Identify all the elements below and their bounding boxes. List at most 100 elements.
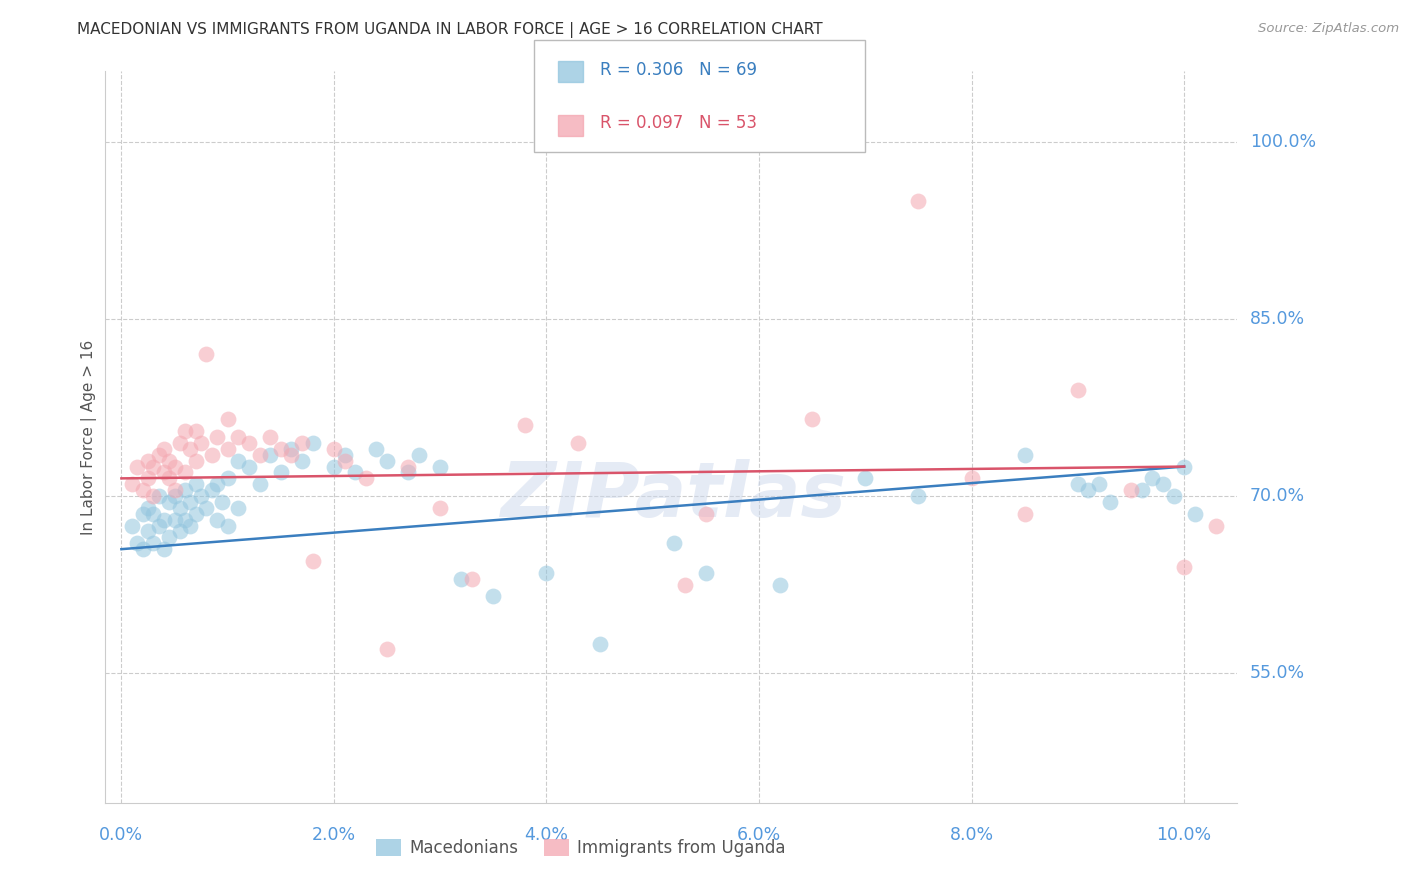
Text: 8.0%: 8.0% — [949, 826, 994, 845]
Point — [323, 442, 346, 456]
Point — [344, 466, 367, 480]
Point — [1173, 559, 1195, 574]
Point — [153, 442, 176, 456]
Point — [249, 448, 271, 462]
Text: 0.0%: 0.0% — [100, 826, 143, 845]
Point — [567, 436, 589, 450]
Point — [801, 412, 824, 426]
Point — [136, 471, 159, 485]
Point — [157, 530, 180, 544]
Point — [148, 448, 170, 462]
Point — [217, 471, 239, 485]
Point — [169, 436, 191, 450]
Point — [174, 424, 197, 438]
Point — [211, 495, 233, 509]
Point — [205, 513, 228, 527]
Point — [184, 477, 207, 491]
Point — [131, 507, 153, 521]
Point — [588, 636, 610, 650]
Point — [280, 448, 302, 462]
Point — [907, 489, 929, 503]
Point — [205, 477, 228, 491]
Text: R = 0.306   N = 69: R = 0.306 N = 69 — [600, 61, 758, 78]
Point — [217, 412, 239, 426]
Point — [163, 483, 186, 498]
Point — [1119, 483, 1142, 498]
Text: ZIPatlas: ZIPatlas — [501, 459, 846, 533]
Point — [148, 489, 170, 503]
Text: 70.0%: 70.0% — [1250, 487, 1305, 505]
Point — [195, 347, 218, 361]
Point — [153, 513, 176, 527]
Point — [153, 466, 176, 480]
Point — [291, 453, 314, 467]
Point — [270, 466, 292, 480]
Point — [408, 448, 430, 462]
Point — [148, 518, 170, 533]
Point — [662, 536, 685, 550]
Point — [249, 477, 271, 491]
Point — [1098, 495, 1121, 509]
Point — [907, 194, 929, 208]
Text: Source: ZipAtlas.com: Source: ZipAtlas.com — [1258, 22, 1399, 36]
Point — [396, 459, 419, 474]
Point — [226, 430, 249, 444]
Point — [1077, 483, 1099, 498]
Point — [217, 442, 239, 456]
Point — [217, 518, 239, 533]
Legend: Macedonians, Immigrants from Uganda: Macedonians, Immigrants from Uganda — [370, 832, 792, 864]
Y-axis label: In Labor Force | Age > 16: In Labor Force | Age > 16 — [82, 340, 97, 534]
Point — [157, 453, 180, 467]
Point — [184, 424, 207, 438]
Point — [136, 500, 159, 515]
Point — [429, 459, 451, 474]
Point — [536, 566, 558, 580]
Point — [515, 418, 537, 433]
Point — [1130, 483, 1153, 498]
Point — [136, 524, 159, 539]
Point — [354, 471, 377, 485]
Point — [238, 436, 260, 450]
Text: 55.0%: 55.0% — [1250, 664, 1305, 682]
Point — [301, 436, 323, 450]
Point — [226, 453, 249, 467]
Point — [184, 507, 207, 521]
Point — [333, 448, 356, 462]
Point — [184, 453, 207, 467]
Point — [1014, 448, 1036, 462]
Point — [960, 471, 983, 485]
Point — [769, 577, 792, 591]
Point — [179, 518, 201, 533]
Point — [153, 542, 176, 557]
Point — [142, 459, 165, 474]
Point — [461, 572, 484, 586]
Point — [1152, 477, 1174, 491]
Text: 85.0%: 85.0% — [1250, 310, 1305, 328]
Point — [163, 459, 186, 474]
Point — [142, 536, 165, 550]
Point — [121, 477, 143, 491]
Text: R = 0.097   N = 53: R = 0.097 N = 53 — [600, 114, 758, 132]
Point — [131, 542, 153, 557]
Point — [429, 500, 451, 515]
Point — [375, 642, 398, 657]
Point — [280, 442, 302, 456]
Text: 4.0%: 4.0% — [524, 826, 568, 845]
Point — [174, 513, 197, 527]
Point — [131, 483, 153, 498]
Point — [157, 495, 180, 509]
Point — [323, 459, 346, 474]
Point — [366, 442, 388, 456]
Point — [482, 590, 505, 604]
Point — [259, 448, 281, 462]
Point — [1067, 383, 1090, 397]
Point — [695, 566, 717, 580]
Point — [450, 572, 472, 586]
Point — [169, 500, 191, 515]
Point — [163, 513, 186, 527]
Point — [673, 577, 696, 591]
Point — [121, 518, 143, 533]
Point — [174, 483, 197, 498]
Point — [142, 507, 165, 521]
Point — [1067, 477, 1090, 491]
